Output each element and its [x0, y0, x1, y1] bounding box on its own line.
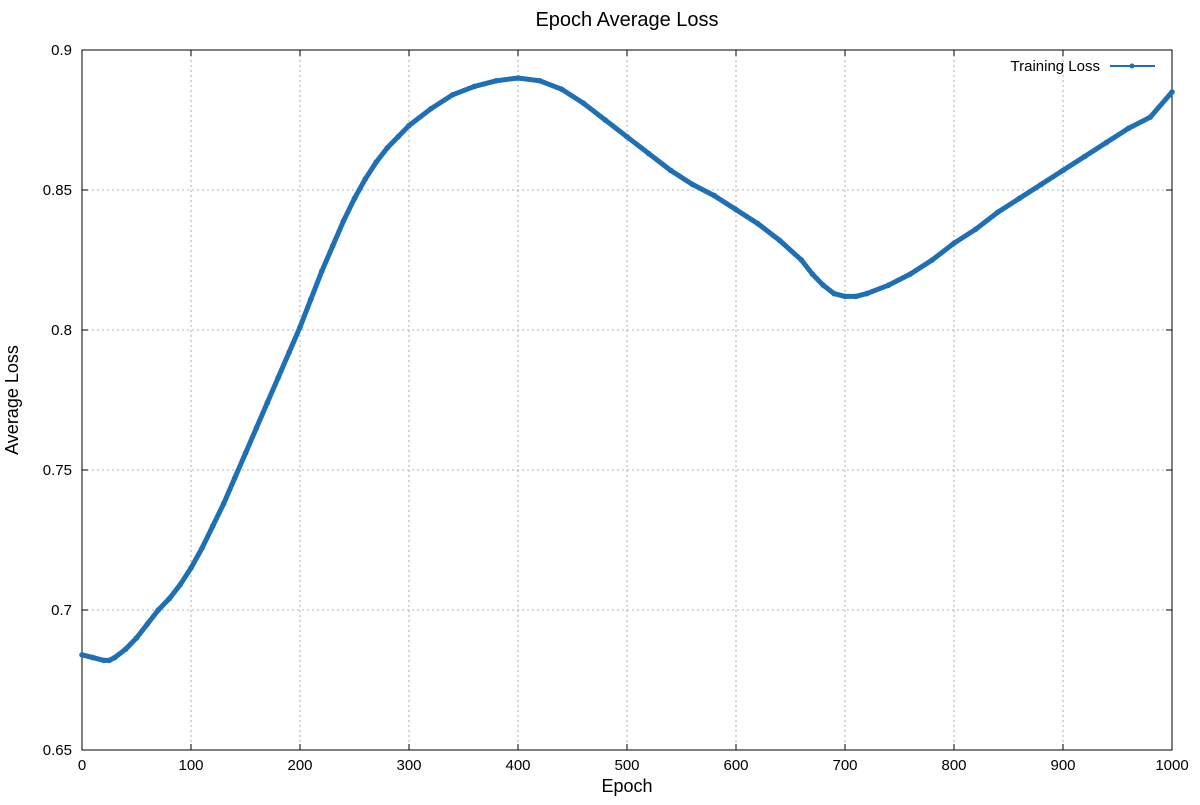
x-axis-title: Epoch: [601, 776, 652, 796]
data-point: [1082, 153, 1088, 160]
y-tick-label: 0.85: [43, 182, 72, 199]
data-point: [166, 596, 172, 602]
data-point: [177, 582, 183, 588]
data-point: [362, 176, 369, 182]
gridlines: [82, 50, 1172, 750]
data-point: [199, 545, 205, 552]
x-tick-label: 200: [287, 757, 312, 774]
data-point: [1038, 181, 1044, 188]
data-point: [220, 500, 227, 507]
data-point: [308, 296, 314, 303]
data-point: [820, 282, 826, 289]
data-point: [602, 117, 608, 123]
x-tick-label: 400: [505, 757, 530, 774]
y-tick-label: 0.65: [43, 742, 72, 759]
x-tick-label: 300: [396, 757, 421, 774]
data-point: [395, 134, 401, 140]
data-point: [351, 195, 358, 202]
data-point: [122, 646, 129, 652]
data-point: [373, 159, 380, 165]
data-point: [79, 652, 85, 658]
data-point: [155, 607, 162, 613]
y-tick-label: 0.75: [43, 462, 72, 479]
data-point: [101, 657, 107, 664]
data-point: [537, 78, 543, 84]
data-point: [90, 654, 96, 661]
x-tick-label: 600: [723, 757, 748, 774]
data-point: [253, 425, 260, 431]
data-point: [1169, 89, 1175, 95]
data-point: [319, 268, 325, 275]
data-point: [144, 621, 151, 627]
data-point: [842, 293, 848, 300]
series-line: [79, 75, 1175, 663]
data-point: [340, 218, 347, 224]
data-point: [646, 150, 652, 157]
data-point: [929, 257, 935, 263]
data-point: [406, 122, 412, 129]
y-tick-label: 0.7: [51, 602, 72, 619]
y-tick-label: 0.9: [51, 42, 72, 59]
data-point: [733, 206, 739, 213]
x-tick-label: 500: [614, 757, 639, 774]
chart-title: Epoch Average Loss: [535, 9, 718, 31]
data-point: [580, 100, 587, 106]
data-point: [275, 374, 282, 381]
x-tick-label: 0: [78, 757, 86, 774]
data-point: [755, 220, 761, 227]
legend: Training Loss: [1011, 58, 1155, 75]
x-tick-label: 700: [832, 757, 857, 774]
data-point: [667, 167, 674, 174]
data-point: [231, 475, 238, 482]
data-point: [210, 523, 216, 529]
x-tick-label: 1000: [1155, 757, 1188, 774]
y-tick-label: 0.8: [51, 322, 72, 339]
data-point: [951, 240, 957, 246]
data-point: [711, 192, 717, 199]
data-point: [885, 282, 892, 289]
data-point: [515, 75, 521, 81]
data-point: [133, 635, 140, 641]
data-point: [907, 271, 914, 277]
data-point: [809, 271, 816, 277]
data-point: [297, 324, 303, 331]
series-layer: [79, 75, 1175, 664]
data-point: [1060, 167, 1066, 174]
data-point: [242, 450, 249, 457]
data-point: [286, 349, 292, 356]
data-point: [493, 78, 500, 84]
data-point: [1103, 139, 1110, 146]
data-point: [689, 181, 696, 188]
data-point: [776, 237, 783, 244]
x-tick-label: 900: [1050, 757, 1075, 774]
data-point: [1147, 114, 1153, 120]
x-tick-label: 800: [941, 757, 966, 774]
data-point: [831, 290, 837, 297]
data-point: [798, 257, 805, 263]
data-point: [111, 654, 118, 661]
x-tick-label: 100: [178, 757, 203, 774]
data-point: [471, 83, 478, 90]
data-point: [384, 145, 391, 151]
data-point: [1125, 125, 1132, 132]
data-point: [428, 106, 434, 112]
data-point: [624, 134, 630, 140]
data-point: [106, 657, 113, 664]
data-point: [994, 209, 1001, 216]
data-point: [449, 92, 456, 98]
data-point: [1016, 195, 1023, 202]
data-point: [864, 290, 870, 297]
data-point: [853, 293, 859, 300]
axis-ticks: 0 100 200 300 400 500 600 700 800 900 1000 0.65 0.7 0…: [43, 42, 1189, 774]
data-point: [264, 400, 271, 406]
y-axis-title: Average Loss: [2, 345, 22, 455]
data-point: [973, 226, 979, 232]
legend-label: Training Loss: [1011, 58, 1101, 75]
legend-marker: [1129, 63, 1135, 69]
data-point: [329, 243, 336, 249]
data-point: [558, 86, 565, 92]
data-point: [188, 565, 194, 571]
